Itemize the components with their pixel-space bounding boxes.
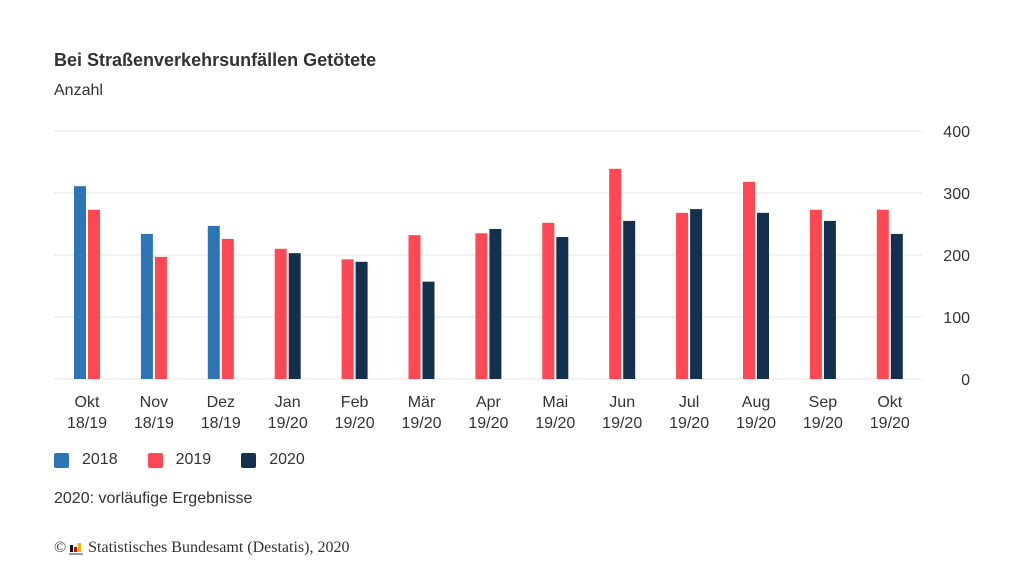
bar-2019-okt-18-19[interactable]	[88, 209, 100, 379]
bar-2018-dez-18-19[interactable]	[207, 225, 220, 379]
legend-label-2018: 2018	[82, 451, 118, 468]
x-tick-label: 18/19	[67, 415, 107, 432]
bar-2019-mai-19-20[interactable]	[542, 222, 555, 379]
y-tick-label: 300	[943, 186, 970, 203]
bar-2020-jul-19-20[interactable]	[690, 209, 703, 379]
chart-title: Bei Straßenverkehrsunfällen Getötete	[54, 50, 377, 70]
x-tick-label: Mai	[542, 394, 568, 411]
bar-2019-nov-18-19[interactable]	[154, 256, 167, 379]
x-tick-label: Mär	[408, 394, 436, 411]
x-tick-label: 19/20	[535, 415, 575, 432]
x-tick-label: Dez	[207, 394, 235, 411]
x-tick-label: 19/20	[870, 415, 910, 432]
legend-swatch-2018	[54, 452, 69, 468]
bar-2019-jan-19-20[interactable]	[274, 248, 287, 379]
x-tick-label: 19/20	[401, 415, 441, 432]
x-tick-label: Okt	[877, 394, 902, 411]
x-tick-label: 19/20	[468, 415, 508, 432]
y-tick-label: 0	[961, 372, 970, 389]
legend-item-2019[interactable]: 2019	[147, 451, 212, 469]
legend-swatch-2020	[241, 452, 257, 468]
bar-2019-aug-19-20[interactable]	[743, 181, 755, 379]
legend: 2018 2019 2020	[54, 451, 335, 469]
bar-2020-aug-19-20[interactable]	[757, 212, 769, 379]
bar-2020-apr-19-20[interactable]	[489, 228, 502, 379]
x-tick-label: Jan	[275, 394, 301, 411]
x-tick-label: 18/19	[134, 415, 174, 432]
bars	[74, 168, 903, 379]
bar-2019-okt-19-20[interactable]	[876, 209, 889, 379]
copyright-icon: ©	[54, 539, 67, 556]
x-tick-label: Jul	[679, 394, 699, 411]
x-tick-label: 19/20	[335, 415, 375, 432]
x-tick-label: Apr	[476, 394, 502, 411]
y-tick-label: 100	[943, 310, 970, 327]
source-text: Statistisches Bundesamt (Destatis), 2020	[88, 539, 350, 556]
x-tick-label: Nov	[140, 394, 168, 411]
bar-2020-sep-19-20[interactable]	[823, 220, 836, 379]
bar-2020-jan-19-20[interactable]	[288, 253, 301, 379]
bar-chart: 0 100 200 300 400 Okt 18/19 Nov 18/19 Dez 18/19 Ja…	[54, 124, 970, 432]
legend-item-2018[interactable]: 2018	[54, 451, 118, 469]
destatis-logo-icon	[69, 541, 84, 555]
legend-label-2019: 2019	[175, 451, 212, 468]
y-tick-label: 200	[943, 248, 970, 265]
footnote: 2020: vorläufige Ergebnisse	[54, 490, 253, 507]
bar-2020-okt-19-20[interactable]	[890, 233, 903, 379]
legend-item-2020[interactable]: 2020	[241, 451, 305, 469]
x-tick-label: Sep	[809, 394, 838, 411]
bar-2020-feb-19-20[interactable]	[355, 261, 368, 379]
bar-2020-mär-19-20[interactable]	[422, 281, 435, 379]
bar-2019-jun-19-20[interactable]	[609, 168, 622, 379]
x-tick-label: Okt	[75, 394, 100, 411]
legend-label-2020: 2020	[269, 451, 305, 468]
legend-swatch-2019	[147, 452, 163, 468]
bar-2019-apr-19-20[interactable]	[475, 233, 488, 379]
bar-2019-sep-19-20[interactable]	[809, 209, 822, 379]
bar-2019-jul-19-20[interactable]	[676, 212, 689, 379]
bar-2018-okt-18-19[interactable]	[74, 186, 86, 379]
chart-subtitle: Anzahl	[54, 82, 103, 99]
gridlines	[54, 130, 922, 380]
y-tick-label: 400	[943, 124, 970, 141]
x-tick-label: Jun	[609, 394, 635, 411]
x-tick-label: 19/20	[268, 415, 308, 432]
bar-2019-dez-18-19[interactable]	[221, 238, 234, 379]
x-tick-label: 19/20	[669, 415, 709, 432]
x-tick-label: 19/20	[803, 415, 843, 432]
x-tick-label: 19/20	[602, 415, 642, 432]
x-tick-label: Aug	[742, 394, 770, 411]
x-tick-label: 19/20	[736, 415, 776, 432]
bar-2020-mai-19-20[interactable]	[556, 237, 569, 379]
bar-2020-jun-19-20[interactable]	[623, 220, 636, 379]
source-line: © Statistisches Bundesamt (Destatis), 20…	[54, 539, 349, 557]
y-axis-ticks: 0 100 200 300 400	[943, 124, 970, 389]
x-axis-labels: Okt 18/19 Nov 18/19 Dez 18/19 Jan 19/20 Feb 19/20…	[67, 394, 910, 432]
x-tick-label: 18/19	[201, 415, 241, 432]
bar-2019-mär-19-20[interactable]	[408, 235, 421, 379]
bar-2019-feb-19-20[interactable]	[341, 259, 354, 379]
x-tick-label: Feb	[341, 394, 369, 411]
bar-2018-nov-18-19[interactable]	[140, 233, 153, 379]
